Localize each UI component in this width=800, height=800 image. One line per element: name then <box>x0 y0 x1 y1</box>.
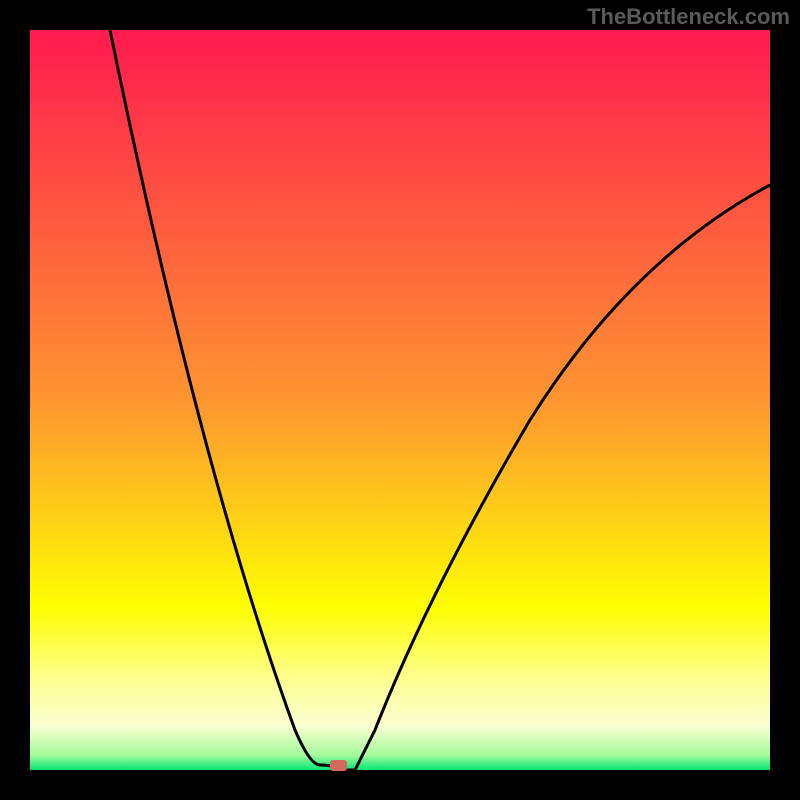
plot-area <box>30 30 770 770</box>
watermark-text: TheBottleneck.com <box>587 4 790 30</box>
curve-svg <box>30 30 770 770</box>
bottleneck-curve <box>110 30 770 770</box>
sweet-spot-marker <box>330 760 347 771</box>
chart-frame: TheBottleneck.com <box>0 0 800 800</box>
